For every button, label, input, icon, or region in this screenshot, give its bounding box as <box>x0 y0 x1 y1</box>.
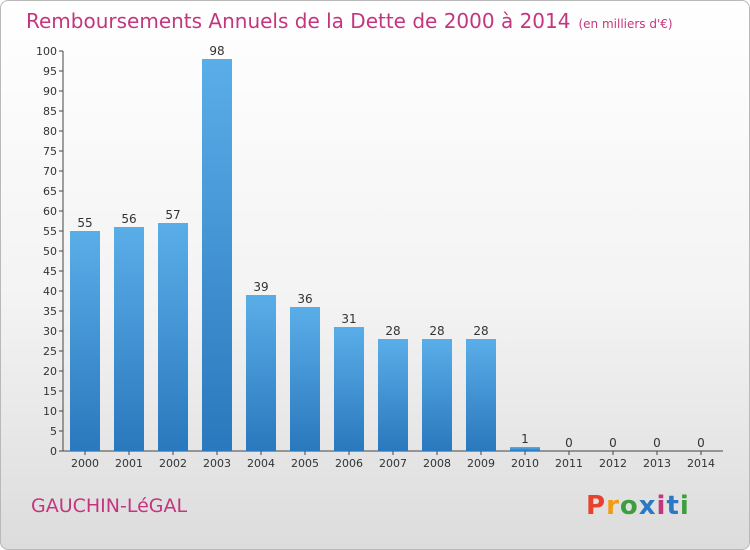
y-tick-label: 85 <box>43 105 57 118</box>
y-tick-label: 80 <box>43 125 57 138</box>
y-tick-label: 100 <box>36 45 57 58</box>
y-tick-label: 95 <box>43 65 57 78</box>
chart-title: Remboursements Annuels de la Dette de 20… <box>26 9 673 33</box>
y-tick-label: 15 <box>43 385 57 398</box>
commune-name: GAUCHIN-LéGAL <box>31 495 188 517</box>
y-tick-label: 75 <box>43 145 57 158</box>
y-tick-label: 50 <box>43 245 57 258</box>
chart-title-text: Remboursements Annuels de la Dette de 20… <box>26 9 571 33</box>
y-tick-label: 55 <box>43 225 57 238</box>
bar-value-label: 28 <box>429 324 444 338</box>
y-tick-label: 90 <box>43 85 57 98</box>
x-tick-label: 2005 <box>291 457 319 470</box>
bar <box>334 327 364 451</box>
bar-value-label: 1 <box>521 432 529 446</box>
x-tick-label: 2014 <box>687 457 715 470</box>
y-tick-label: 20 <box>43 365 57 378</box>
bar-value-label: 0 <box>565 436 573 450</box>
y-tick-label: 70 <box>43 165 57 178</box>
bar-value-label: 36 <box>297 292 312 306</box>
bars <box>70 59 540 451</box>
bar <box>290 307 320 451</box>
logo-letter: i <box>656 491 667 521</box>
bar-value-label: 0 <box>697 436 705 450</box>
x-tick-label: 2012 <box>599 457 627 470</box>
logo-letter: r <box>606 491 620 521</box>
bar-value-label: 98 <box>209 44 224 58</box>
x-tick-label: 2007 <box>379 457 407 470</box>
chart-unit: (en milliers d'€) <box>578 17 673 31</box>
bar-value-label: 57 <box>165 208 180 222</box>
x-tick-label: 2009 <box>467 457 495 470</box>
y-tick-label: 5 <box>50 425 57 438</box>
bar-value-label: 39 <box>253 280 268 294</box>
y-tick-label: 30 <box>43 325 57 338</box>
bar <box>378 339 408 451</box>
bar <box>202 59 232 451</box>
x-tick-label: 2000 <box>71 457 99 470</box>
logo-letter: t <box>666 491 680 521</box>
x-axis: 2000 2001 2002 2003 2004 2005 2006 2007 2008 2009… <box>63 450 723 470</box>
y-tick-label: 60 <box>43 205 57 218</box>
x-tick-label: 2010 <box>511 457 539 470</box>
value-labels: 55 56 57 98 39 36 31 28 28 28 1 0 0 0 0 <box>77 44 704 450</box>
y-tick-label: 35 <box>43 305 57 318</box>
x-tick-label: 2003 <box>203 457 231 470</box>
x-tick-label: 2008 <box>423 457 451 470</box>
y-axis: 0 5 10 15 20 25 30 35 40 45 50 55 60 65 70 75 80 85 90 95 10… <box>36 45 64 458</box>
bar-value-label: 0 <box>609 436 617 450</box>
bar <box>114 227 144 451</box>
y-tick-label: 65 <box>43 185 57 198</box>
y-tick-label: 25 <box>43 345 57 358</box>
bar <box>510 447 540 451</box>
proxiti-logo[interactable]: Proxiti <box>586 491 690 521</box>
logo-letter: P <box>586 491 607 521</box>
x-tick-label: 2006 <box>335 457 363 470</box>
bar-value-label: 31 <box>341 312 356 326</box>
y-tick-label: 10 <box>43 405 57 418</box>
y-tick-label: 0 <box>50 445 57 458</box>
bar <box>70 231 100 451</box>
logo-letter: o <box>619 491 639 521</box>
bar-value-label: 55 <box>77 216 92 230</box>
x-tick-label: 2002 <box>159 457 187 470</box>
x-tick-label: 2001 <box>115 457 143 470</box>
bar-value-label: 28 <box>473 324 488 338</box>
x-tick-label: 2011 <box>555 457 583 470</box>
bar-value-label: 0 <box>653 436 661 450</box>
bar <box>158 223 188 451</box>
y-tick-label: 45 <box>43 265 57 278</box>
logo-letter: i <box>679 491 690 521</box>
logo-letter: x <box>638 491 657 521</box>
bar <box>422 339 452 451</box>
bar <box>246 295 276 451</box>
bar-value-label: 56 <box>121 212 136 226</box>
x-tick-label: 2004 <box>247 457 275 470</box>
bar-value-label: 28 <box>385 324 400 338</box>
y-tick-label: 40 <box>43 285 57 298</box>
x-tick-label: 2013 <box>643 457 671 470</box>
bar <box>466 339 496 451</box>
